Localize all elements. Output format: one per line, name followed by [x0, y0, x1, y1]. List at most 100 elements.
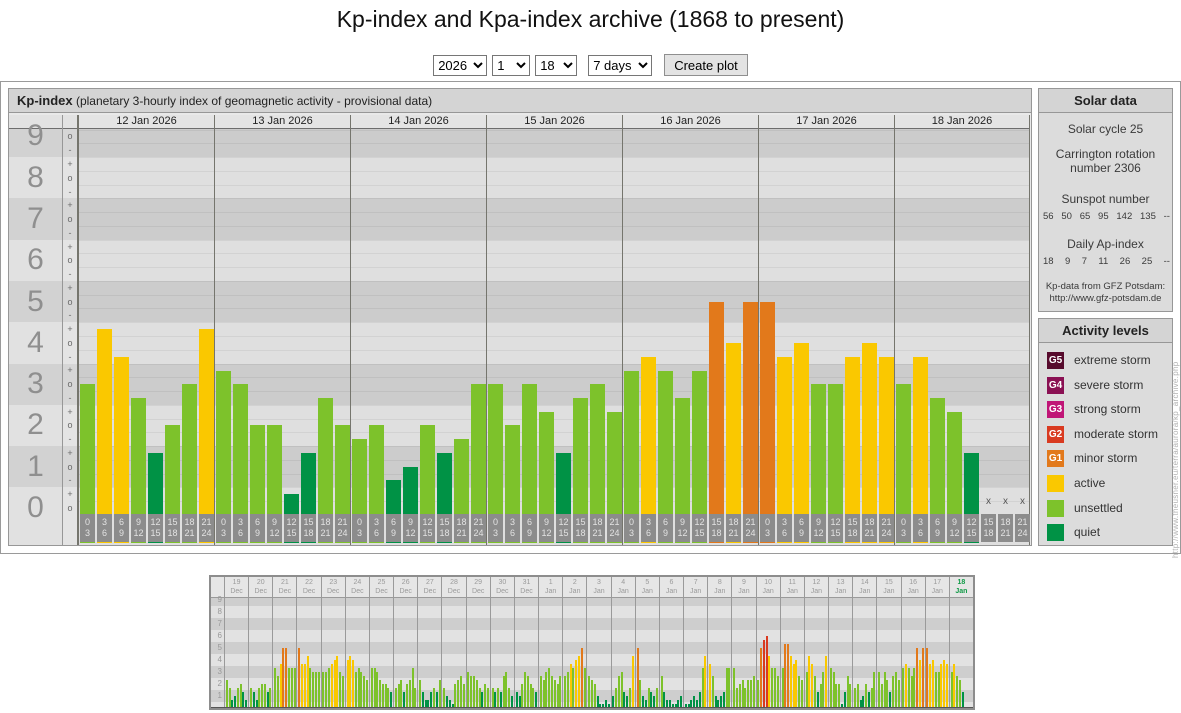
- mini-day-month: Jan: [907, 588, 919, 595]
- mini-kp-bar: [569, 663, 572, 708]
- mini-day-month: Jan: [786, 588, 798, 595]
- mini-day-number: 4: [621, 579, 626, 586]
- kp-bar: [607, 411, 622, 543]
- mini-kp-bar: [325, 672, 328, 708]
- mini-kp-bar: [333, 660, 336, 708]
- day-date-label: 18 Jan 2026: [895, 115, 1029, 129]
- legend-item: active: [1047, 475, 1167, 493]
- kp-bar: [743, 301, 758, 543]
- legend-item: G3 strong storm: [1047, 401, 1167, 419]
- mini-day-column: 12 Jan: [803, 577, 828, 708]
- kp-band-row: [63, 198, 78, 240]
- mini-kp-bar: [317, 672, 320, 708]
- kp-band-row: [78, 129, 1030, 158]
- mini-axis-label: 8: [217, 607, 222, 616]
- hour-interval-label: 12 15: [556, 514, 571, 542]
- no-data-marker: x: [1003, 496, 1008, 507]
- kp-bar: [80, 384, 95, 543]
- day-select[interactable]: 18: [535, 54, 578, 76]
- legend-item: G5 extreme storm: [1047, 352, 1167, 370]
- kp-grid-line: [78, 432, 1030, 434]
- kp-subtick: +: [67, 447, 73, 458]
- mini-kp-bar: [940, 663, 943, 708]
- year-select[interactable]: 2026: [433, 54, 488, 76]
- kp-grid-line: [78, 239, 1030, 241]
- mini-kp-bar: [798, 675, 801, 708]
- create-plot-button[interactable]: Create plot: [664, 54, 748, 76]
- mini-day-column: 15 Jan: [876, 577, 900, 708]
- kp-band-row: [9, 239, 63, 281]
- day-column: 17 Jan 2026 0 3 3 6 6 9 9 12 12 15 15 18 18 21 21 24: [758, 115, 894, 545]
- mini-kp-bar: [926, 648, 929, 708]
- sunspot-value: 50: [1061, 211, 1072, 222]
- mini-day-month: Jan: [931, 588, 943, 595]
- kp-bar: [420, 425, 435, 543]
- mini-baseline: [211, 707, 973, 708]
- mini-axis-label: 6: [217, 631, 222, 640]
- mini-kp-bar: [846, 675, 849, 708]
- mini-kp-bar: [953, 663, 956, 708]
- mini-kp-bar: [859, 699, 862, 708]
- mini-kp-bar: [341, 675, 344, 708]
- kp-grid-line: [78, 391, 1030, 393]
- mini-kp-bar: [873, 672, 876, 708]
- mini-kp-bar: [263, 684, 266, 708]
- kp-bar: [165, 425, 180, 543]
- sunspot-value: 56: [1043, 211, 1054, 222]
- mini-kp-bar: [236, 687, 239, 708]
- mini-kp-bar: [918, 660, 921, 708]
- mini-day-column: 19 Dec: [224, 577, 248, 708]
- mini-header-bg: [211, 577, 973, 598]
- mini-day-column: 26 Dec: [393, 577, 417, 708]
- mini-kp-bar: [529, 684, 532, 708]
- day-column: 18 Jan 2026 0 3 3 6 6 9 9 12 12 15 x 15 18 x 18 21 x 21 24: [894, 115, 1030, 545]
- mini-kp-bar: [467, 672, 470, 708]
- kp-data-source-line1: Kp-data from GFZ Potsdam:: [1045, 281, 1166, 292]
- mini-day-number: 14: [860, 579, 869, 586]
- kp-grid-line: [78, 404, 1030, 406]
- mini-day-month: Jan: [665, 588, 678, 595]
- hour-interval-label: 15 18: [165, 514, 180, 542]
- kp-band-row: [63, 404, 78, 447]
- legend-swatch: [1047, 475, 1064, 492]
- kp-y-axis: 9 8 7 6 5 4 3 2 1 0: [9, 115, 63, 545]
- kp-bar: [182, 384, 197, 543]
- mini-kp-bar: [765, 636, 768, 708]
- mini-kp-bar: [897, 680, 900, 708]
- hour-interval-label: 18 21: [862, 514, 877, 542]
- month-select[interactable]: 1: [492, 54, 531, 76]
- mini-kp-bar: [663, 692, 666, 708]
- mini-kp-bar: [403, 692, 406, 708]
- mini-day-column: 21 Dec: [272, 577, 296, 708]
- mini-kp-bar: [596, 696, 599, 708]
- mini-kp-bar: [478, 687, 481, 708]
- range-select[interactable]: 7 days: [588, 54, 653, 76]
- mini-kp-bar: [481, 692, 484, 708]
- mini-kp-bar: [752, 675, 755, 708]
- mini-kp-bar: [379, 680, 382, 708]
- mini-kp-bar: [352, 660, 355, 708]
- mini-kp-bar: [502, 675, 505, 708]
- kp-subtick: -: [68, 475, 72, 486]
- mini-kp-bar: [572, 668, 575, 708]
- kp-overview-chart: 9 8 7 6 5 4 3 2 1 19 Dec 20 Dec 21 Dec 22 Dec 23 Dec 24 Dec 2…: [209, 575, 975, 710]
- mini-kp-bar: [366, 680, 369, 708]
- mini-kp-bar: [535, 692, 538, 708]
- mini-kp-bar: [339, 672, 342, 708]
- kp-grid-line: [78, 294, 1030, 296]
- legend-label: unsettled: [1074, 500, 1123, 515]
- kp-grid-line: [78, 198, 1030, 200]
- mini-kp-bar: [309, 668, 312, 708]
- kp-bar: [97, 329, 112, 543]
- kp-axis-label: 9: [27, 119, 44, 153]
- mini-kp-bar: [279, 663, 282, 708]
- kp-grid-line: [78, 446, 1030, 448]
- kp-band-row: [211, 598, 973, 606]
- kp-axis-label: 2: [27, 408, 44, 442]
- mini-kp-bar: [360, 672, 363, 708]
- kp-bar: [216, 370, 231, 543]
- kp-data-source-line2: http://www.gfz-potsdam.de: [1049, 293, 1162, 304]
- mini-day-number: 20: [256, 579, 265, 586]
